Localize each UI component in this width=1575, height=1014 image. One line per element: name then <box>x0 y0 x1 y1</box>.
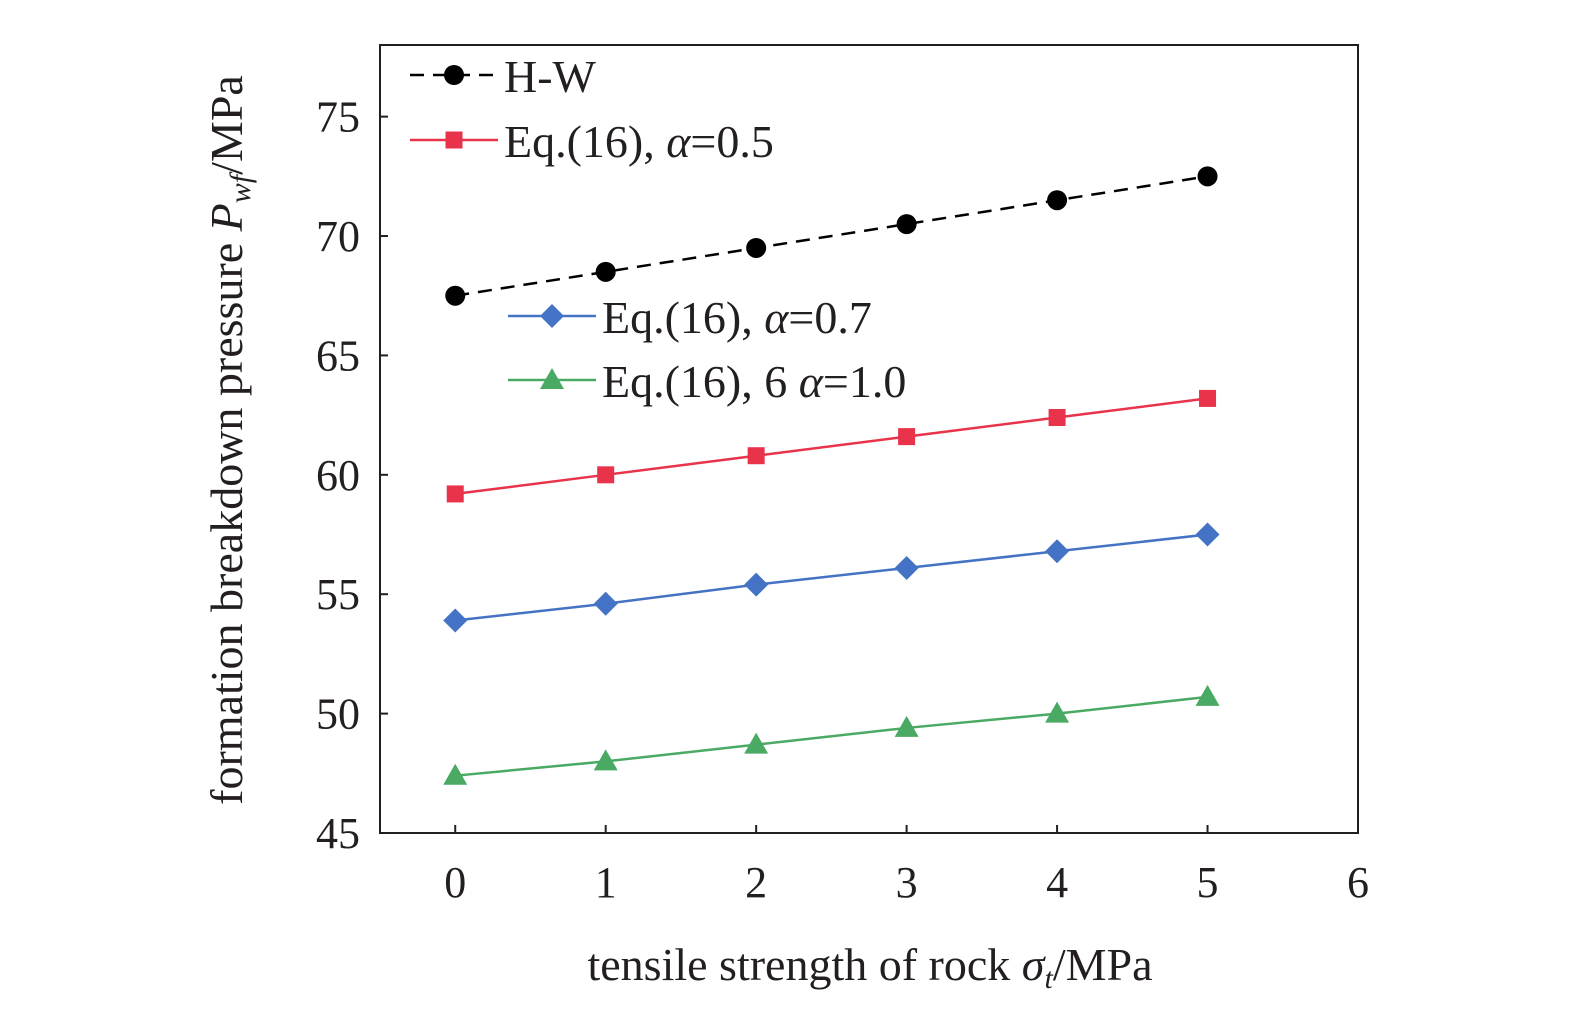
data-point <box>1048 409 1066 427</box>
y-tick-label: 55 <box>316 570 360 619</box>
series-line <box>455 533 1208 622</box>
legend-label: Eq.(16), α=0.7 <box>602 292 872 343</box>
legend-item: Eq.(16), 6 α=1.0 <box>508 356 906 407</box>
legend-item: Eq.(16), α=0.7 <box>508 292 872 343</box>
x-tick-label: 6 <box>1347 858 1369 907</box>
series-1 <box>446 389 1217 503</box>
series-line <box>455 175 1208 297</box>
legend-label: Eq.(16), α=0.5 <box>504 116 774 167</box>
series-line <box>455 695 1208 777</box>
series-line <box>455 397 1208 496</box>
plot-frame <box>379 44 1359 834</box>
series-2 <box>443 522 1220 633</box>
y-tick-label: 45 <box>316 809 360 858</box>
data-point <box>1047 190 1068 211</box>
y-tick-label: 75 <box>316 93 360 142</box>
y-tick-label: 70 <box>316 212 360 261</box>
x-tick-label: 1 <box>595 858 617 907</box>
y-tick-label: 50 <box>316 690 360 739</box>
data-point <box>1045 701 1070 723</box>
data-point <box>443 763 468 785</box>
series-3 <box>443 684 1220 785</box>
data-point <box>1197 166 1218 187</box>
y-axis-label: formation breakdown pressure Pwf/MPa <box>201 75 257 805</box>
legend-marker <box>444 65 464 85</box>
data-point <box>593 749 618 771</box>
legend-item: H-W <box>410 51 597 102</box>
legend-label: Eq.(16), 6 α=1.0 <box>602 356 906 407</box>
data-point <box>1045 539 1070 564</box>
x-tick-label: 0 <box>444 858 466 907</box>
data-point <box>443 608 468 633</box>
data-point <box>746 237 767 258</box>
data-point <box>744 732 769 754</box>
data-point <box>1199 389 1217 407</box>
data-point <box>896 214 917 235</box>
data-point <box>894 715 919 737</box>
data-point <box>446 485 464 503</box>
series-0 <box>445 166 1218 306</box>
y-tick-label: 60 <box>316 451 360 500</box>
x-tick-label: 2 <box>745 858 767 907</box>
data-point <box>597 466 615 484</box>
data-point <box>593 591 618 616</box>
x-axis-label: tensile strength of rock σt/MPa <box>587 939 1152 995</box>
y-tick-label: 65 <box>316 331 360 380</box>
x-tick-label: 4 <box>1046 858 1068 907</box>
data-point <box>747 447 765 465</box>
x-tick-label: 5 <box>1197 858 1219 907</box>
data-point <box>445 285 466 306</box>
data-point <box>744 572 769 597</box>
legend-label: H-W <box>504 51 597 102</box>
legend-item: Eq.(16), α=0.5 <box>410 116 774 167</box>
data-point <box>1195 522 1220 547</box>
x-tick-label: 3 <box>896 858 918 907</box>
data-point <box>898 428 916 446</box>
legend-marker <box>540 304 564 328</box>
data-point <box>595 261 616 282</box>
legend-marker <box>445 131 463 149</box>
legend-marker <box>540 368 564 389</box>
data-point <box>1195 684 1220 706</box>
data-point <box>894 555 919 580</box>
